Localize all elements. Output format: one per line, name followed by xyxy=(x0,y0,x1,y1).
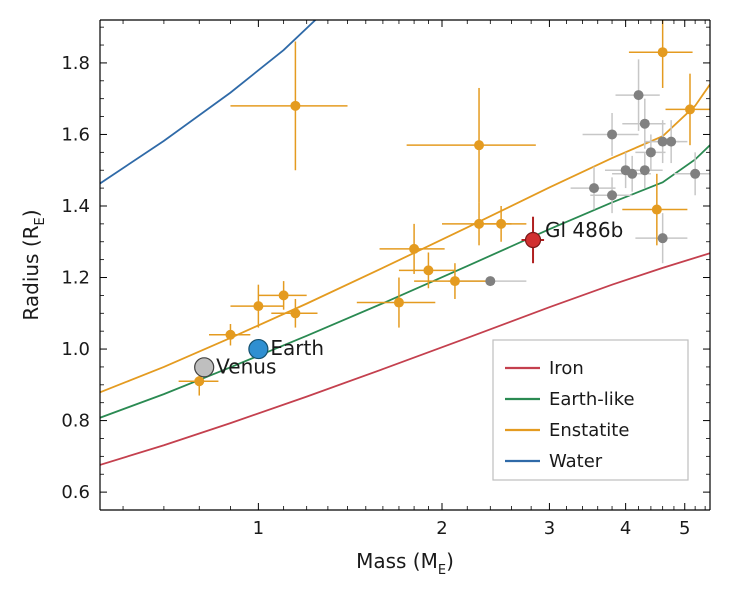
orange-point xyxy=(279,290,289,300)
orange-point xyxy=(423,265,433,275)
y-tick-label: 1.6 xyxy=(61,124,90,145)
gray-point xyxy=(658,137,668,147)
orange-point xyxy=(290,308,300,318)
gl486b-point xyxy=(526,232,541,247)
x-tick-label: 5 xyxy=(679,518,690,539)
y-tick-label: 1.4 xyxy=(61,196,90,217)
legend-label-iron: Iron xyxy=(549,358,584,379)
mass-radius-chart: 123450.60.81.01.21.41.61.8Mass (ME)Radiu… xyxy=(0,0,735,600)
gray-point xyxy=(634,90,644,100)
legend-label-earth-like: Earth-like xyxy=(549,389,635,410)
orange-point xyxy=(658,47,668,57)
gray-point xyxy=(627,169,637,179)
venus-point xyxy=(195,358,214,377)
y-tick-label: 1.8 xyxy=(61,53,90,74)
x-tick-label: 3 xyxy=(544,518,555,539)
orange-point xyxy=(496,219,506,229)
orange-point xyxy=(225,330,235,340)
gl486b-label: Gl 486b xyxy=(545,218,623,242)
gray-point xyxy=(690,169,700,179)
y-tick-label: 1.2 xyxy=(61,268,90,289)
earth-label: Earth xyxy=(270,336,324,360)
x-tick-label: 4 xyxy=(620,518,631,539)
venus-label: Venus xyxy=(216,354,276,378)
y-tick-label: 0.6 xyxy=(61,482,90,503)
gray-point xyxy=(658,233,668,243)
gray-point xyxy=(666,137,676,147)
gray-point xyxy=(640,165,650,175)
orange-point xyxy=(409,244,419,254)
orange-point xyxy=(450,276,460,286)
x-tick-label: 2 xyxy=(436,518,447,539)
y-tick-label: 0.8 xyxy=(61,411,90,432)
gray-point xyxy=(485,276,495,286)
orange-point xyxy=(253,301,263,311)
orange-point xyxy=(652,205,662,215)
orange-point xyxy=(685,104,695,114)
y-tick-label: 1.0 xyxy=(61,339,90,360)
gray-point xyxy=(589,183,599,193)
orange-point xyxy=(394,298,404,308)
gray-point xyxy=(646,147,656,157)
gray-point xyxy=(607,190,617,200)
gray-point xyxy=(607,129,617,139)
x-tick-label: 1 xyxy=(253,518,264,539)
legend-label-enstatite: Enstatite xyxy=(549,420,629,441)
orange-point xyxy=(290,101,300,111)
orange-point xyxy=(474,140,484,150)
orange-point xyxy=(474,219,484,229)
gray-point xyxy=(640,119,650,129)
legend-label-water: Water xyxy=(549,451,603,472)
orange-point xyxy=(194,376,204,386)
